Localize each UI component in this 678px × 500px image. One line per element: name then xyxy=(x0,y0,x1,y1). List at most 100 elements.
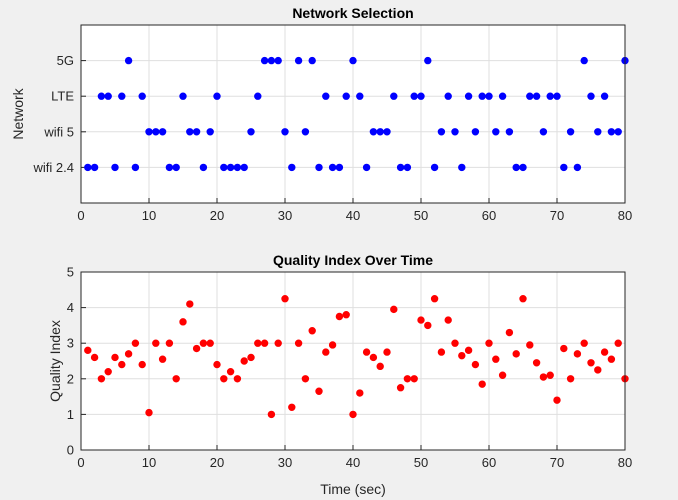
quality-data-point xyxy=(424,321,432,330)
quality-x-tick-label: 40 xyxy=(346,455,360,470)
quality-data-point xyxy=(335,312,344,321)
network-x-tick-label: 60 xyxy=(482,208,496,223)
network-x-tick-label: 30 xyxy=(278,208,292,223)
network-data-point xyxy=(158,128,167,136)
quality-data-point xyxy=(301,375,310,383)
quality-data-point xyxy=(220,375,228,383)
quality-data-point xyxy=(281,295,289,303)
network-data-point xyxy=(451,128,459,136)
quality-data-point xyxy=(226,367,235,376)
network-y-tick-label: LTE xyxy=(51,89,74,104)
network-data-point xyxy=(233,163,242,172)
network-data-point xyxy=(152,128,160,136)
network-data-point xyxy=(430,163,439,172)
network-x-tick-labels: 0 10 20 30 40 50 60 70 80 xyxy=(77,208,632,223)
network-data-point xyxy=(396,163,405,172)
network-data-point xyxy=(594,128,602,136)
quality-data-point xyxy=(492,355,500,363)
network-data-point xyxy=(410,92,418,100)
quality-index-axes: 0 10 20 30 40 50 60 70 80 0 1 2 3 4 5 Quality Index O… xyxy=(47,252,632,497)
quality-data-point xyxy=(288,403,296,411)
network-data-point xyxy=(206,128,214,136)
quality-frame xyxy=(80,271,626,451)
network-data-point xyxy=(104,92,112,100)
quality-data-point xyxy=(396,384,405,392)
network-data-point xyxy=(573,163,582,172)
network-data-point xyxy=(553,92,561,100)
quality-y-tick-label: 5 xyxy=(67,265,74,280)
quality-data-point xyxy=(512,350,520,358)
quality-data-point xyxy=(600,348,609,356)
quality-data-point xyxy=(111,353,119,362)
network-data-point xyxy=(260,56,269,65)
quality-data-point xyxy=(294,339,303,347)
network-frame xyxy=(80,24,626,204)
network-data-point xyxy=(532,92,541,100)
quality-data-point xyxy=(451,339,459,347)
quality-data-point xyxy=(131,339,140,347)
network-x-tick-label: 20 xyxy=(210,208,224,223)
quality-data-point xyxy=(247,353,255,362)
quality-x-tick-label: 30 xyxy=(278,455,292,470)
network-data-point xyxy=(403,163,412,172)
network-x-tick-label: 40 xyxy=(346,208,360,223)
network-data-point xyxy=(213,92,221,100)
quality-data-point xyxy=(383,348,391,356)
quality-data-point xyxy=(594,366,602,374)
network-data-point xyxy=(390,92,398,100)
quality-data-point xyxy=(410,375,418,383)
network-data-point xyxy=(458,163,466,172)
network-data-point xyxy=(342,92,350,100)
network-title: Network Selection xyxy=(292,5,413,21)
quality-title: Quality Index Over Time xyxy=(273,252,433,268)
quality-data-point xyxy=(165,339,174,347)
quality-data-point xyxy=(458,351,466,360)
quality-x-tick-label: 60 xyxy=(482,455,496,470)
network-data-point xyxy=(614,128,622,136)
quality-data-point xyxy=(546,371,554,379)
network-data-point xyxy=(539,128,548,136)
quality-data-point xyxy=(403,375,412,383)
network-data-point xyxy=(124,56,133,65)
network-data-point xyxy=(240,163,248,172)
quality-data-point xyxy=(390,305,398,314)
quality-data-point xyxy=(104,367,112,376)
quality-data-point xyxy=(254,339,262,347)
network-data-point xyxy=(131,163,140,172)
quality-data-point xyxy=(553,396,561,404)
network-data-point xyxy=(172,163,180,172)
network-data-point xyxy=(356,92,364,100)
network-data-point xyxy=(288,163,296,172)
quality-data-point xyxy=(526,341,534,349)
quality-x-tick-labels: 0 10 20 30 40 50 60 70 80 xyxy=(77,455,632,470)
network-data-point xyxy=(587,92,595,100)
network-data-point xyxy=(519,163,527,172)
quality-data-point xyxy=(145,408,153,417)
quality-data-point xyxy=(308,327,316,335)
network-data-point xyxy=(186,128,194,136)
network-data-point xyxy=(383,128,391,136)
quality-data-point xyxy=(464,346,473,355)
network-data-point xyxy=(492,128,500,136)
network-points xyxy=(84,56,629,172)
network-data-point xyxy=(369,128,378,136)
quality-data-point xyxy=(342,311,350,319)
quality-data-point xyxy=(274,339,282,347)
quality-points xyxy=(84,295,629,419)
quality-data-point xyxy=(356,389,364,397)
quality-data-point xyxy=(430,295,439,303)
quality-data-point xyxy=(505,328,514,337)
network-data-point xyxy=(165,163,174,172)
quality-data-point xyxy=(532,359,541,367)
quality-y-tick-labels: 0 1 2 3 4 5 xyxy=(67,265,74,458)
quality-data-point xyxy=(614,339,622,347)
quality-data-point xyxy=(485,339,493,347)
network-data-point xyxy=(294,56,303,65)
network-data-point xyxy=(580,56,588,65)
quality-x-tick-label: 50 xyxy=(414,455,428,470)
quality-data-point xyxy=(199,339,208,347)
network-data-point xyxy=(560,163,568,172)
network-data-point xyxy=(444,92,452,100)
quality-data-point xyxy=(519,295,527,303)
